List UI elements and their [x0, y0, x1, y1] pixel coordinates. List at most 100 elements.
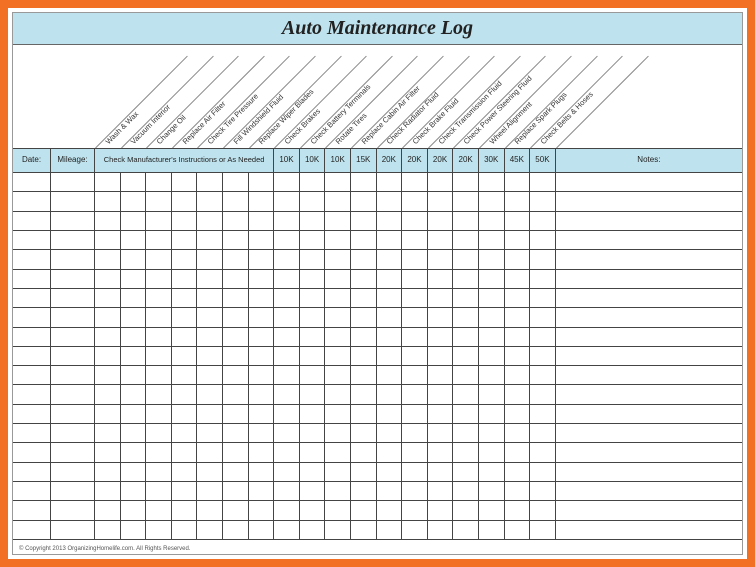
table-cell: [453, 250, 479, 268]
table-cell: [249, 192, 275, 210]
title-band: Auto Maintenance Log: [13, 13, 742, 45]
table-cell: [274, 328, 300, 346]
copyright-text: © Copyright 2013 OrganizingHomelife.com.…: [19, 546, 191, 552]
table-cell: [453, 192, 479, 210]
table-cell: [402, 270, 428, 288]
table-cell: [505, 270, 531, 288]
table-cell: [13, 366, 51, 384]
table-cell: [51, 424, 95, 442]
table-cell: [172, 192, 198, 210]
table-cell: [13, 270, 51, 288]
table-cell: [274, 270, 300, 288]
table-cell: [351, 289, 377, 307]
table-cell: [51, 173, 95, 191]
table-cell: [197, 212, 223, 230]
table-cell: [556, 173, 742, 191]
diagonal-divider: [556, 56, 649, 148]
table-cell: [121, 501, 147, 519]
table-cell: [172, 385, 198, 403]
table-cell: [351, 501, 377, 519]
table-cell: [197, 443, 223, 461]
table-cell: [51, 192, 95, 210]
table-cell: [223, 424, 249, 442]
table-cell: [223, 231, 249, 249]
table-cell: [428, 443, 454, 461]
table-cell: [351, 443, 377, 461]
table-cell: [146, 231, 172, 249]
table-cell: [223, 289, 249, 307]
table-cell: [402, 347, 428, 365]
table-cell: [479, 501, 505, 519]
table-cell: [556, 385, 742, 403]
table-cell: [95, 482, 121, 500]
table-cell: [325, 482, 351, 500]
header-interval-6: 20K: [428, 149, 454, 172]
table-row: [13, 289, 742, 308]
table-cell: [428, 231, 454, 249]
table-cell: [95, 231, 121, 249]
table-cell: [505, 328, 531, 346]
table-cell: [51, 366, 95, 384]
table-cell: [51, 482, 95, 500]
table-cell: [95, 173, 121, 191]
header-interval-8: 30K: [479, 149, 505, 172]
table-cell: [146, 173, 172, 191]
table-cell: [377, 482, 403, 500]
outer-frame: Auto Maintenance Log Wash & WaxVacuum In…: [0, 0, 755, 567]
table-cell: [556, 482, 742, 500]
table-cell: [95, 366, 121, 384]
table-cell: [505, 347, 531, 365]
table-cell: [325, 289, 351, 307]
table-cell: [300, 250, 326, 268]
table-cell: [479, 521, 505, 539]
table-cell: [13, 192, 51, 210]
table-cell: [274, 482, 300, 500]
table-cell: [197, 289, 223, 307]
table-cell: [95, 328, 121, 346]
table-cell: [300, 482, 326, 500]
table-cell: [197, 192, 223, 210]
table-cell: [223, 347, 249, 365]
table-cell: [377, 212, 403, 230]
table-cell: [453, 424, 479, 442]
table-row: [13, 328, 742, 347]
table-cell: [121, 270, 147, 288]
table-cell: [146, 463, 172, 481]
table-cell: [453, 366, 479, 384]
table-cell: [95, 347, 121, 365]
table-cell: [453, 308, 479, 326]
table-cell: [249, 212, 275, 230]
table-cell: [377, 192, 403, 210]
table-cell: [505, 424, 531, 442]
table-cell: [505, 173, 531, 191]
table-cell: [249, 231, 275, 249]
table-cell: [51, 328, 95, 346]
table-cell: [223, 366, 249, 384]
table-cell: [453, 270, 479, 288]
table-cell: [556, 212, 742, 230]
table-cell: [556, 443, 742, 461]
table-cell: [146, 347, 172, 365]
table-cell: [223, 463, 249, 481]
table-cell: [13, 250, 51, 268]
header-interval-5: 20K: [402, 149, 428, 172]
table-cell: [95, 192, 121, 210]
table-cell: [505, 231, 531, 249]
table-cell: [325, 347, 351, 365]
table-cell: [51, 521, 95, 539]
table-cell: [13, 424, 51, 442]
table-cell: [428, 192, 454, 210]
table-cell: [530, 328, 556, 346]
table-cell: [428, 212, 454, 230]
table-cell: [325, 212, 351, 230]
table-cell: [197, 270, 223, 288]
table-cell: [249, 385, 275, 403]
table-cell: [530, 405, 556, 423]
header-interval-2: 10K: [325, 149, 351, 172]
table-cell: [556, 328, 742, 346]
table-cell: [351, 173, 377, 191]
table-cell: [274, 366, 300, 384]
table-cell: [530, 270, 556, 288]
table-cell: [274, 192, 300, 210]
table-cell: [121, 405, 147, 423]
